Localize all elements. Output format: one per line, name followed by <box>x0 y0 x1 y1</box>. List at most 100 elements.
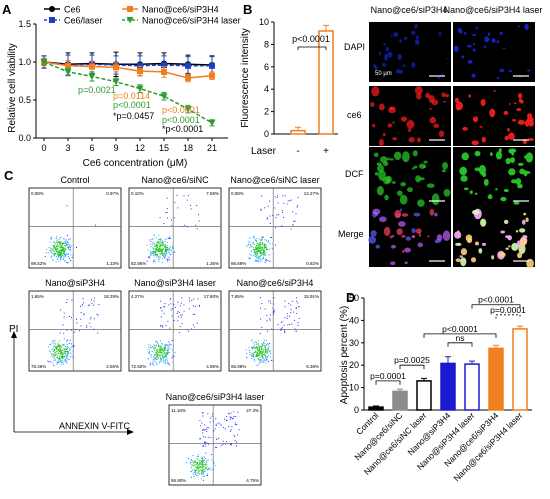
microscopy-grid: Nano@ce6/siP3H4 Nano@ce6/siP3H4 laser DA… <box>338 5 543 269</box>
error-bar-d <box>421 377 427 381</box>
legend-entry-3: Nano@ce6/siP3H4 laser <box>122 16 241 26</box>
bar-d-0 <box>368 406 384 411</box>
micro-tile-ce6-0 <box>369 85 451 147</box>
micro-scalebar-label: 50 μm <box>375 71 392 77</box>
micro-col-title-1: Nano@ce6/siP3H4 laser <box>444 5 543 15</box>
data-point <box>88 73 96 80</box>
y-tick-label-b: 8 <box>264 39 269 49</box>
error-bar-d <box>397 388 403 392</box>
quadrant-ul: 0.08% <box>231 191 244 196</box>
bar-d-3 <box>440 362 456 411</box>
bar-b-0 <box>290 129 306 135</box>
flow-plot-2: Nano@ce6/siNC laser 0.08% 12.27% 86.69% 0.82… <box>228 175 322 269</box>
micro-tile-dapi-0 <box>369 22 451 82</box>
quadrant-ul: 1.65% <box>31 294 44 299</box>
flow-plot-5: Nano@ce6/siP3H4 7.65% 15.91% 66.98% 6.38% <box>228 278 322 372</box>
series-3 <box>40 58 216 127</box>
x-tick-label-a: 0 <box>41 143 46 153</box>
legend-entry-0: Ce6 <box>44 5 81 15</box>
bar-d-2 <box>416 380 432 411</box>
annotation-a-3: *p=0.0457 <box>113 111 154 121</box>
micro-tile-merge-0 <box>368 207 451 267</box>
quadrant-ll: 72.92% <box>131 364 146 369</box>
quadrant-ll: 98.52% <box>31 261 46 266</box>
y-axis-label-d: Apoptosis percent (%) <box>339 306 350 404</box>
annotation-a-4: p<0.0001 <box>162 105 200 115</box>
y-tick-label-d: 50 <box>349 293 359 303</box>
legend-label-1: Ce6/laser <box>64 16 103 26</box>
data-point <box>136 85 144 93</box>
series-line-1 <box>43 61 212 67</box>
quadrant-ll: 66.98% <box>231 364 246 369</box>
series-line-0 <box>43 61 213 66</box>
micro-row-label-2: DCF <box>345 169 364 179</box>
y-tick-label-d: 10 <box>349 383 359 393</box>
laser-axis-label: Laser <box>251 146 277 157</box>
x-tick-label-a: 3 <box>65 143 70 153</box>
x-tick-label-a: 9 <box>113 143 118 153</box>
quadrant-lr: 0.82% <box>306 261 319 266</box>
panel-letter-d: D <box>346 290 355 305</box>
quadrant-ul: 0.08% <box>31 191 44 196</box>
quadrant-ur: 18.29% <box>104 294 119 299</box>
data-point <box>208 119 216 127</box>
comparison-label: p=0.0001 <box>490 305 526 315</box>
error-bar-d <box>517 325 523 329</box>
flow-plot-title: Nano@ce6/siNC <box>141 175 209 185</box>
y-tick-label-d: 40 <box>349 315 359 325</box>
flow-plot-title: Nano@siP3H4 <box>45 278 105 288</box>
bar-d-5 <box>488 347 504 411</box>
x-tick-label-a: 12 <box>135 143 145 153</box>
annotation-a-0: p=0.0021 <box>78 85 116 95</box>
y-tick-label-b: 0 <box>264 129 269 139</box>
micro-tile-merge-1 <box>453 207 535 269</box>
annotation-a-6: *p<0.0001 <box>162 124 203 134</box>
x-tick-label-a: 21 <box>207 143 217 153</box>
error-bar-b <box>323 24 329 31</box>
flow-plot-title: Nano@siP3H4 laser <box>134 278 216 288</box>
quadrant-lr: 4.75% <box>246 478 259 483</box>
legend-label-0: Ce6 <box>64 5 81 15</box>
x-axis-label-a: Ce6 concentration (μM) <box>83 158 188 169</box>
comparison-label: ns <box>456 333 465 343</box>
quadrant-ll: 78.46% <box>31 364 46 369</box>
comparison-label: p<0.0001 <box>478 295 514 305</box>
flow-plot-title: Control <box>60 175 89 185</box>
flow-plot-1: Nano@ce6/siNC 0.10% 7.59% 82.96% 1.36% <box>128 175 222 269</box>
quadrant-ur: 15.91% <box>304 294 319 299</box>
data-point <box>161 62 167 69</box>
x-tick-label-a: 6 <box>89 143 94 153</box>
quadrant-ul: 0.10% <box>131 191 144 196</box>
data-point <box>209 72 215 79</box>
annexin-axis-label: ANNEXIN V-FITC <box>59 421 131 431</box>
micro-col-title-0: Nano@ce6/siP3H4 <box>371 5 448 15</box>
micro-tile-ce6-1 <box>453 86 535 146</box>
error-bar-d <box>493 344 499 349</box>
quadrant-lr: 4.95% <box>206 364 219 369</box>
y-tick-label-d: 20 <box>349 360 359 370</box>
significance-b: p<0.0001 <box>292 34 330 44</box>
y-axis-label-a: Relative cell viability <box>7 43 18 132</box>
y-tick-label-a: 0.5 <box>18 95 31 105</box>
annexin-axis-arrow <box>127 429 134 435</box>
quadrant-ul: 7.65% <box>231 294 244 299</box>
data-point <box>40 59 48 66</box>
quadrant-ur: 7.59% <box>206 191 219 196</box>
quadrant-lr: 1.36% <box>206 261 219 266</box>
legend-label-2: Nano@ce6/siP3H4 <box>142 5 219 15</box>
annotation-a-2: p<0.0001 <box>113 100 151 110</box>
pi-axis-label: PI <box>9 324 18 335</box>
y-tick-label-a: 1.0 <box>18 57 31 67</box>
micro-row-label-1: ce6 <box>347 110 362 120</box>
error-bar-b <box>295 126 301 131</box>
data-point <box>64 68 72 76</box>
comparison-4: p=0.0001 <box>490 305 526 319</box>
quadrant-lr: 1.33% <box>106 261 119 266</box>
data-point <box>185 62 191 69</box>
quadrant-ur: 27.3% <box>246 408 259 413</box>
y-axis-label-b: Fluorescence intensity <box>240 28 251 128</box>
flow-plot-6: Nano@ce6/siP3H4 laser 11.16% 27.3% 56.90% 4.… <box>166 392 264 486</box>
quadrant-ul: 11.16% <box>171 408 186 413</box>
